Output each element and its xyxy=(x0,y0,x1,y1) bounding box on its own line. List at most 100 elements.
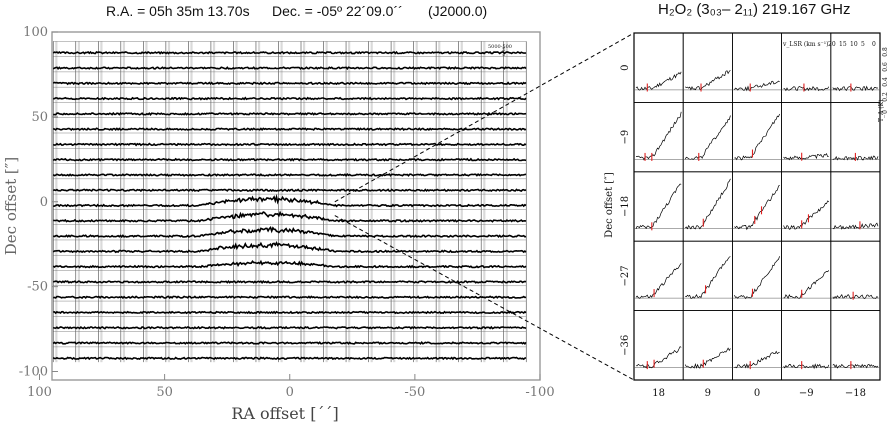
zoom-spectrum xyxy=(832,222,879,230)
map-y-tick-label: 0 xyxy=(40,195,48,210)
map-column-band xyxy=(325,41,328,363)
map-spectrum-row xyxy=(52,66,527,71)
map-column-band xyxy=(77,41,80,363)
zoom-spectrum xyxy=(685,70,731,91)
map-spectrum-row xyxy=(52,173,527,178)
map-spectrum-row xyxy=(53,325,527,330)
zoom-spectrum xyxy=(734,80,780,92)
intensity-tick-label: 0.8 xyxy=(882,47,889,57)
map-spectrum-row xyxy=(52,142,527,147)
map-spectrum-row xyxy=(53,111,527,116)
velocity-tick-label: 10 xyxy=(850,41,858,48)
zoom-connector-bottom xyxy=(334,215,635,381)
zoom-panel xyxy=(830,102,881,173)
map-x-tick-label: 100 xyxy=(27,385,52,400)
map-column-band xyxy=(460,41,463,363)
zoom-panel xyxy=(830,240,881,311)
map-corner-label-2: 0.18 xyxy=(501,47,506,56)
zoom-x-tick-label: −9 xyxy=(799,388,814,399)
zoom-spectrum xyxy=(684,347,731,369)
zoom-panel xyxy=(732,310,783,381)
map-y-tick-label: 100 xyxy=(23,25,48,40)
zoom-x-tick-label: 9 xyxy=(705,388,711,399)
map-column-band xyxy=(280,41,283,363)
velocity-tick-label: 20 xyxy=(828,41,836,48)
zoom-y-tick-label: 0 xyxy=(620,65,631,71)
map-spectrum-row xyxy=(53,96,527,101)
map-column-band xyxy=(348,41,351,363)
zoom-panel xyxy=(682,102,733,173)
map-spectrum-row xyxy=(53,188,527,193)
map-x-tick-label: 50 xyxy=(156,385,173,400)
map-frame xyxy=(51,31,541,381)
map-spectrum-row xyxy=(53,310,527,315)
epoch-label: (J2000.0) xyxy=(428,3,488,19)
zoom-panel xyxy=(732,102,783,173)
map-spectrum-row xyxy=(52,81,527,86)
zoom-spectrum xyxy=(734,350,780,369)
map-column-band xyxy=(415,41,418,363)
intensity-tick-label: 0 xyxy=(882,110,889,114)
zoom-panel xyxy=(633,102,684,173)
zoom-spectrum xyxy=(635,346,682,369)
zoom-panel xyxy=(682,310,733,381)
map-spectrum-row xyxy=(53,295,527,300)
intensity-tick-label: 0.4 xyxy=(882,77,889,87)
map-column-band xyxy=(122,41,126,363)
zoom-spectrum xyxy=(832,363,879,369)
zoom-x-tick-label: −18 xyxy=(845,388,866,399)
zoom-y-tick-label: −27 xyxy=(620,265,631,286)
zoom-spectrum xyxy=(783,86,830,92)
intensity-axis-label: T_A (K) xyxy=(878,100,885,122)
zoom-spectrum xyxy=(734,256,780,300)
zoom-x-tick-label: 0 xyxy=(754,388,760,399)
map-spectrum-row xyxy=(53,127,527,132)
zoom-spectrum xyxy=(635,111,682,161)
zoom-panel xyxy=(682,171,733,242)
map-spectrum-row xyxy=(52,50,527,55)
map-xlabel: RA offset [´´] xyxy=(231,404,338,423)
map-corner-label: 5000-500 xyxy=(488,44,512,50)
zoom-y-tick-label: −36 xyxy=(620,335,631,356)
zoom-spectrum xyxy=(734,113,780,161)
zoom-panel xyxy=(633,32,684,103)
zoom-x-tick-label: 18 xyxy=(652,388,665,399)
map-column-band xyxy=(483,41,486,363)
map-column-band xyxy=(100,41,103,363)
zoom-spectrum xyxy=(635,263,682,299)
zoom-panel xyxy=(781,102,832,173)
zoom-spectrum xyxy=(783,363,830,370)
map-x-tick-label: -50 xyxy=(404,385,425,400)
zoom-spectrum xyxy=(832,85,879,92)
ra-coordinate: R.A. = 05h 35m 13.70s xyxy=(106,3,250,19)
intensity-tick-label: 0.6 xyxy=(882,62,889,72)
map-spectrum-row xyxy=(53,279,527,284)
map-y-tick-label: -50 xyxy=(27,280,48,295)
map-spectrum-row xyxy=(52,157,527,162)
map-column-band xyxy=(393,41,396,363)
map-spectrum-row xyxy=(53,226,527,239)
zoom-panel xyxy=(633,310,684,381)
velocity-tick-label: 0 xyxy=(872,41,876,48)
map-spectrum-row xyxy=(52,241,527,254)
zoom-panel xyxy=(830,310,881,381)
map-ylabel: Dec offset [″] xyxy=(2,157,20,255)
map-x-tick-label: 0 xyxy=(286,385,294,400)
map-column-band xyxy=(370,41,373,363)
zoom-spectrum xyxy=(783,153,829,161)
map-column-band xyxy=(145,41,148,363)
map-column-band xyxy=(438,41,441,363)
velocity-axis-label: v_LSR (km s⁻¹) xyxy=(782,41,828,48)
map-spectrum-row xyxy=(52,341,527,345)
zoom-y-tick-label: −9 xyxy=(620,130,631,145)
map-column-band xyxy=(505,41,508,363)
map-spectrum-row xyxy=(53,210,527,223)
map-column-band xyxy=(167,41,171,363)
zoom-spectrum xyxy=(635,183,682,230)
zoom-spectrum xyxy=(685,178,731,230)
map-spectrum-row xyxy=(52,259,527,269)
velocity-tick-label: 15 xyxy=(839,41,847,48)
map-x-tick-label: -100 xyxy=(525,385,554,400)
